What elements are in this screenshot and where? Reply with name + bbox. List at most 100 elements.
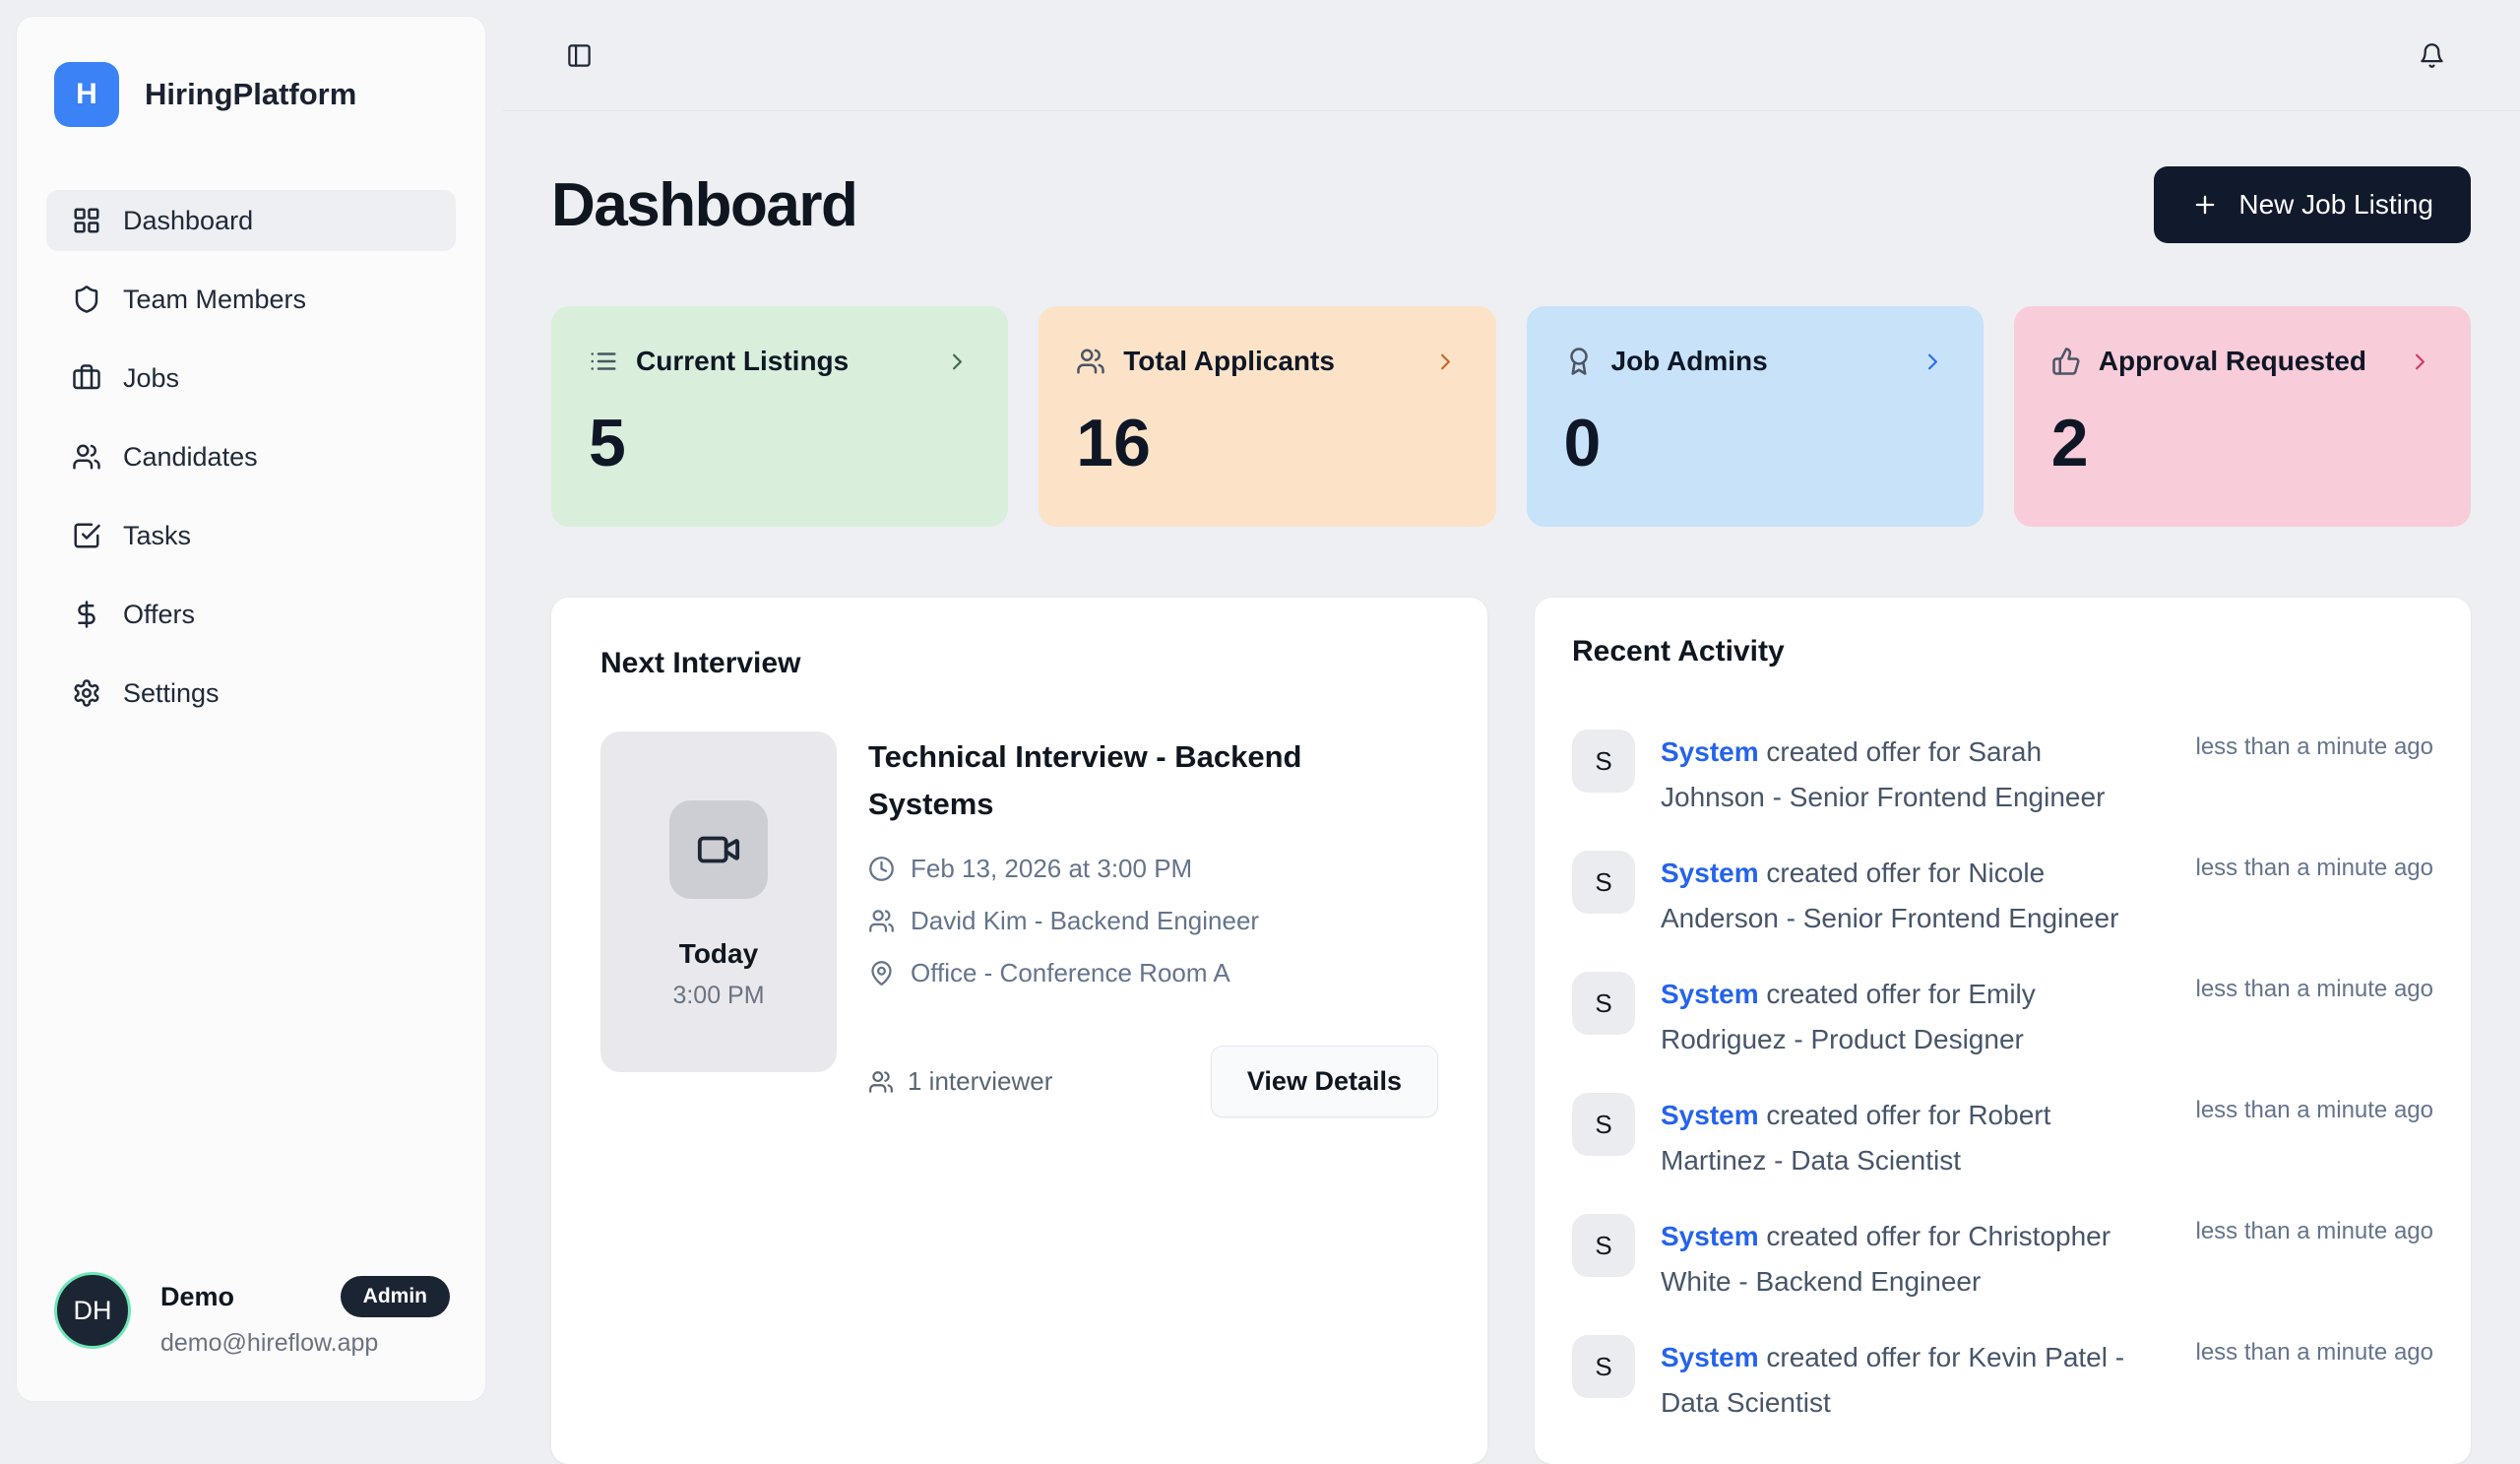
interview-meta-text: Office - Conference Room A: [911, 958, 1230, 988]
activity-text: System created offer for Kevin Patel - D…: [1661, 1335, 2153, 1426]
sidebar: H HiringPlatform Dashboard Team Members Jo…: [16, 16, 486, 1402]
chevron-right-icon: [1432, 349, 1459, 375]
sidebar-item-team-members[interactable]: Team Members: [46, 269, 456, 330]
activity-actor-link[interactable]: System: [1661, 979, 1759, 1009]
activity-actor-link[interactable]: System: [1661, 1342, 1759, 1372]
chevron-right-icon: [2407, 349, 2433, 375]
dollar-icon: [72, 600, 101, 629]
activity-text: System created offer for Christopher Whi…: [1661, 1214, 2153, 1305]
interview-footer: 1 interviewer View Details: [868, 1046, 1438, 1117]
activity-actor-link[interactable]: System: [1661, 736, 1759, 767]
sidebar-toggle-button[interactable]: [566, 42, 593, 69]
activity-avatar: S: [1572, 972, 1635, 1035]
chevron-right-icon: [1920, 349, 1946, 375]
new-job-listing-button[interactable]: New Job Listing: [2154, 166, 2471, 243]
users-icon: [868, 1069, 894, 1095]
sidebar-item-jobs[interactable]: Jobs: [46, 348, 456, 409]
activity-item: S System created offer for Robert Martine…: [1572, 1093, 2433, 1183]
view-details-button[interactable]: View Details: [1211, 1046, 1438, 1117]
stat-label: Current Listings: [636, 346, 849, 377]
user-email: demo@hireflow.app: [160, 1329, 450, 1358]
interview-time: 3:00 PM: [672, 982, 764, 1010]
app-logo: H: [54, 62, 119, 127]
sidebar-item-settings[interactable]: Settings: [46, 663, 456, 724]
page-title: Dashboard: [551, 170, 856, 240]
stat-value: 16: [1076, 405, 1458, 481]
award-icon: [1564, 347, 1594, 376]
interview-body: Today 3:00 PM Technical Interview - Back…: [600, 732, 1438, 1117]
users-icon: [868, 908, 895, 934]
list-icon: [589, 347, 618, 376]
user-card[interactable]: DH Demo Admin demo@hireflow.app: [17, 1242, 485, 1401]
interview-meta-text: Feb 13, 2026 at 3:00 PM: [911, 854, 1192, 884]
sidebar-item-label: Candidates: [123, 442, 258, 473]
stat-label: Job Admins: [1611, 346, 1768, 377]
user-name: Demo: [160, 1282, 234, 1312]
stat-value: 0: [1564, 405, 1946, 481]
activity-avatar: S: [1572, 1214, 1635, 1277]
interview-meta-row: Office - Conference Room A: [868, 958, 1438, 988]
sidebar-item-label: Tasks: [123, 521, 191, 551]
user-info: Demo Admin demo@hireflow.app: [160, 1272, 450, 1358]
interview-info: Technical Interview - Backend Systems Fe…: [868, 732, 1438, 1117]
activity-text: System created offer for Robert Martinez…: [1661, 1093, 2153, 1183]
main-area: Dashboard New Job Listing Current Listin…: [503, 0, 2520, 1464]
dashboard-panels: Next Interview Today 3:00 PM Technical I…: [551, 598, 2471, 1464]
video-camera-icon: [669, 800, 768, 899]
activity-item: S System created offer for Christopher Wh…: [1572, 1214, 2433, 1305]
activity-timestamp: less than a minute ago: [2196, 1214, 2434, 1245]
sidebar-item-dashboard[interactable]: Dashboard: [46, 190, 456, 251]
next-interview-title: Next Interview: [600, 647, 1438, 680]
user-role-badge: Admin: [341, 1276, 450, 1317]
map-pin-icon: [868, 960, 895, 987]
activity-text: System created offer for Sarah Johnson -…: [1661, 730, 2153, 820]
notifications-button[interactable]: [2419, 42, 2445, 69]
avatar-initials: DH: [74, 1296, 112, 1326]
dashboard-icon: [72, 206, 101, 235]
interview-day: Today: [679, 938, 758, 970]
activity-actor-link[interactable]: System: [1661, 1100, 1759, 1130]
chevron-right-icon: [944, 349, 971, 375]
bell-icon: [2419, 42, 2445, 69]
next-interview-card: Next Interview Today 3:00 PM Technical I…: [551, 598, 1487, 1464]
sidebar-item-candidates[interactable]: Candidates: [46, 426, 456, 487]
activity-item: S System created offer for Nicole Anderso…: [1572, 851, 2433, 941]
clock-icon: [868, 856, 895, 882]
stat-card-current-listings[interactable]: Current Listings 5: [551, 306, 1008, 527]
activity-avatar: S: [1572, 851, 1635, 914]
sidebar-item-label: Dashboard: [123, 206, 253, 236]
users-icon: [1076, 347, 1105, 376]
stat-value: 5: [589, 405, 971, 481]
settings-icon: [72, 678, 101, 708]
topbar: [503, 0, 2520, 111]
sidebar-item-tasks[interactable]: Tasks: [46, 505, 456, 566]
activity-actor-link[interactable]: System: [1661, 858, 1759, 888]
activity-avatar: S: [1572, 730, 1635, 793]
avatar: DH: [54, 1272, 131, 1349]
interview-meta-text: David Kim - Backend Engineer: [911, 906, 1259, 936]
page-header: Dashboard New Job Listing: [551, 166, 2471, 243]
app-title: HiringPlatform: [145, 77, 356, 112]
new-job-listing-label: New Job Listing: [2238, 189, 2433, 221]
stat-card-job-admins[interactable]: Job Admins 0: [1527, 306, 1984, 527]
activity-timestamp: less than a minute ago: [2196, 972, 2434, 1003]
sidebar-item-label: Settings: [123, 678, 220, 709]
sidebar-item-offers[interactable]: Offers: [46, 584, 456, 645]
activity-actor-link[interactable]: System: [1661, 1221, 1759, 1251]
tasks-icon: [72, 521, 101, 550]
recent-activity-title: Recent Activity: [1572, 635, 2433, 668]
activity-timestamp: less than a minute ago: [2196, 1093, 2434, 1124]
activity-text: System created offer for Nicole Anderson…: [1661, 851, 2153, 941]
activity-timestamp: less than a minute ago: [2196, 730, 2434, 761]
stat-value: 2: [2051, 405, 2433, 481]
activity-avatar: S: [1572, 1093, 1635, 1156]
interview-job-title: Technical Interview - Backend Systems: [868, 733, 1360, 828]
thumbs-up-icon: [2051, 347, 2081, 376]
plus-icon: [2191, 191, 2219, 219]
briefcase-icon: [72, 363, 101, 393]
activity-timestamp: less than a minute ago: [2196, 1335, 2434, 1367]
